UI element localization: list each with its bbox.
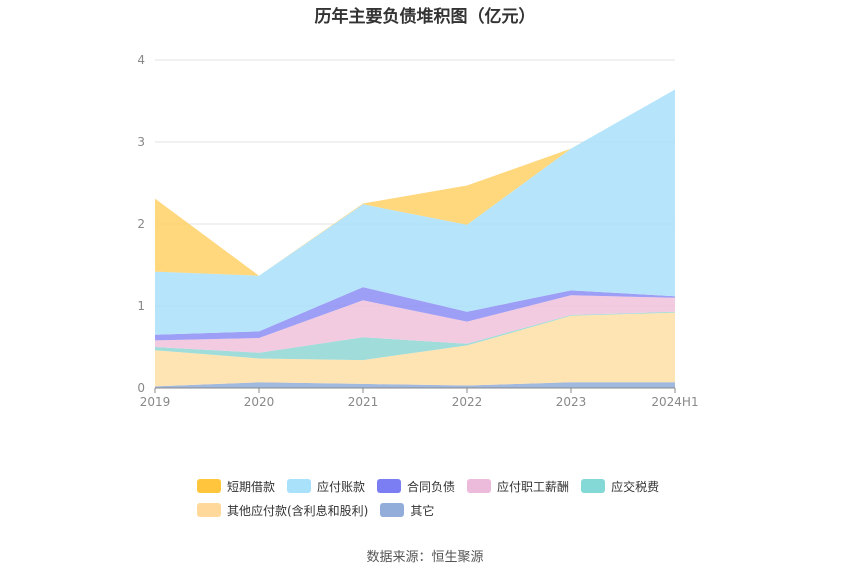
legend-label: 其他应付款(含利息和股利) [227,503,369,518]
legend-label: 其它 [410,503,435,518]
y-tick-label: 4 [137,53,145,67]
legend-swatch [197,479,221,493]
area-series [155,89,675,276]
area-series [155,311,675,361]
legend-swatch [377,479,402,493]
area-series [155,295,675,353]
legend-swatch [581,479,606,493]
legend-item[interactable]: 合同负债 [377,478,455,495]
area-series [155,312,675,387]
legend-item[interactable]: 其它 [380,502,434,519]
legend-label: 应付账款 [317,479,366,494]
legend-swatch [467,479,492,493]
y-tick-label: 2 [137,217,145,231]
area-series [155,382,675,388]
legend-label: 应付职工薪酬 [497,479,570,494]
chart-legend: 短期借款 应付账款 合同负债 应付职工薪酬 应交税费 其他应付款(含利息和股利) 其它 [197,474,677,522]
x-tick-label: 2021 [348,395,379,409]
y-tick-label: 1 [137,299,145,313]
chart-title: 历年主要负债堆积图（亿元） [314,7,536,27]
x-tick-label: 2019 [140,395,171,409]
x-tick-label: 2022 [452,395,483,409]
area-series [155,89,675,335]
y-tick-label: 3 [137,135,145,149]
legend-item[interactable]: 应交税费 [581,478,659,495]
area-series [155,287,675,341]
x-tick-label: 2020 [244,395,275,409]
legend-swatch [197,503,221,517]
legend-label: 合同负债 [407,479,456,494]
legend-label: 应交税费 [611,479,660,494]
legend-label: 短期借款 [227,479,276,494]
legend-item[interactable]: 短期借款 [197,478,275,495]
legend-item[interactable]: 其他应付款(含利息和股利) [197,502,368,519]
legend-swatch [380,503,405,517]
legend-swatch [287,479,312,493]
x-tick-label: 2024H1 [651,395,698,409]
x-tick-label: 2023 [556,395,587,409]
y-tick-label: 0 [137,381,145,395]
legend-item[interactable]: 应付职工薪酬 [467,478,569,495]
data-source: 数据来源：恒生聚源 [366,550,484,565]
legend-item[interactable]: 应付账款 [287,478,365,495]
